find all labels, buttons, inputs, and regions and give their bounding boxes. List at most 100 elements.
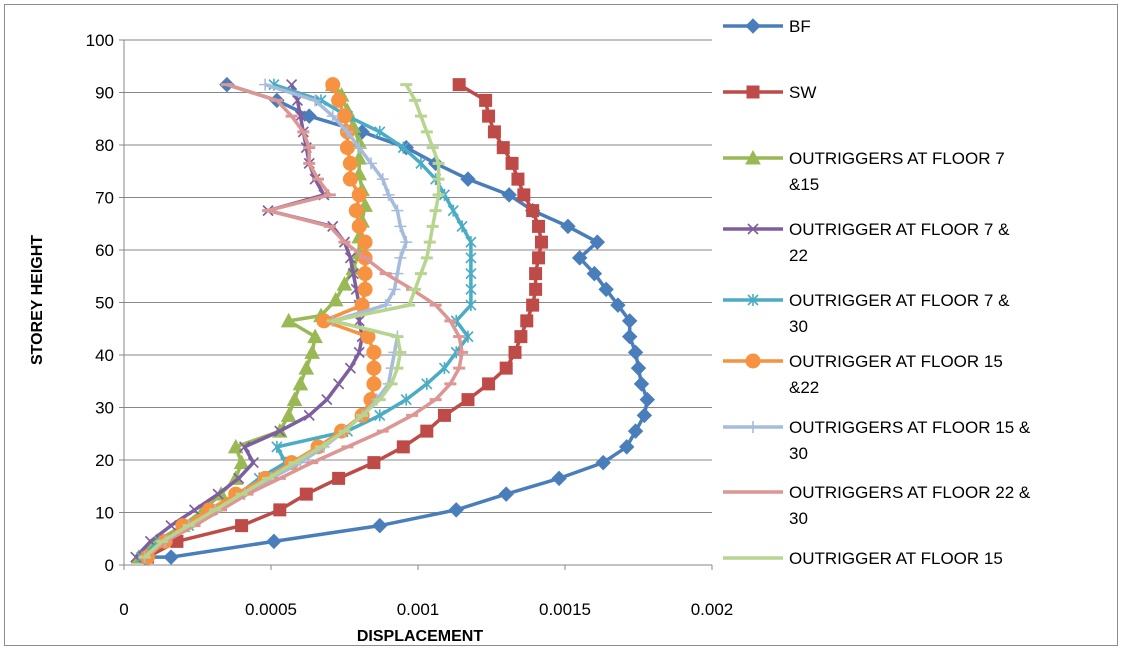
data-point — [460, 171, 476, 187]
series-line — [146, 83, 544, 559]
data-point — [421, 377, 433, 390]
legend-label: BF — [789, 17, 811, 36]
data-point — [520, 314, 534, 328]
data-point — [465, 236, 477, 249]
data-point — [636, 407, 653, 424]
data-point — [339, 140, 355, 156]
data-point — [560, 218, 576, 235]
data-point — [366, 344, 382, 360]
data-point — [325, 77, 341, 93]
legend-marker — [747, 421, 759, 433]
series-line — [144, 82, 650, 559]
legend-entry-7: OUTRIGGERS AT FLOOR 22 & 30 — [723, 483, 1031, 528]
data-point — [212, 488, 224, 500]
data-point — [294, 110, 306, 122]
x-axis-title: DISPLACEMENT — [357, 628, 483, 645]
data-point — [292, 375, 309, 391]
y-tick-label: 30 — [95, 399, 114, 418]
data-point — [299, 487, 313, 501]
legend-label: OUTRIGGER AT FLOOR 15 — [789, 549, 1003, 568]
data-point — [342, 155, 358, 171]
data-point — [621, 313, 638, 329]
data-point — [341, 125, 354, 138]
data-point — [233, 472, 245, 484]
legend-marker — [745, 149, 761, 165]
data-point — [321, 394, 333, 406]
data-point — [394, 251, 407, 264]
data-point — [415, 157, 427, 170]
data-point — [465, 283, 477, 296]
legend-entry-4: OUTRIGGER AT FLOOR 7 & 30 — [723, 291, 1010, 336]
data-point — [280, 407, 297, 422]
data-point — [247, 457, 259, 469]
data-point — [188, 504, 201, 516]
data-point — [351, 187, 367, 203]
data-point — [529, 282, 543, 296]
series-8 — [138, 83, 445, 559]
data-point — [456, 220, 468, 233]
x-tick-label: 0.0015 — [539, 600, 591, 619]
data-point — [274, 425, 286, 437]
data-point — [348, 203, 364, 219]
data-point — [517, 188, 531, 202]
data-point — [344, 362, 356, 374]
y-tick-label: 40 — [95, 346, 114, 365]
data-point — [532, 251, 546, 265]
legend-entry-0: BF — [723, 17, 811, 36]
data-point — [452, 78, 466, 92]
legend-label: SW — [789, 83, 816, 102]
data-point — [529, 267, 543, 281]
legend-marker — [745, 18, 761, 34]
data-point — [465, 267, 477, 280]
data-point — [372, 517, 388, 534]
data-point — [388, 283, 401, 296]
legend-marker — [745, 353, 761, 369]
x-tick-label: 0.0005 — [245, 600, 297, 619]
legend-label: OUTRIGGER AT FLOOR 7 & 22 — [789, 220, 1010, 265]
data-point — [400, 393, 412, 406]
data-point — [499, 361, 513, 375]
legend-label: OUTRIGGERS AT FLOOR 22 & 30 — [789, 483, 1031, 528]
data-point — [357, 234, 373, 250]
data-point — [505, 156, 519, 170]
grid-lines — [124, 39, 712, 513]
data-point — [595, 454, 611, 471]
data-point — [394, 220, 407, 233]
legend-entry-1: SW — [723, 83, 816, 102]
data-point — [396, 440, 410, 454]
legend-entry-8: OUTRIGGER AT FLOOR 15 — [723, 549, 1003, 568]
legend-marker — [746, 85, 760, 99]
data-point — [298, 360, 315, 375]
legend-entry-5: OUTRIGGER AT FLOOR 15 &22 — [723, 352, 1003, 397]
data-point — [259, 78, 272, 91]
data-point — [333, 378, 345, 390]
data-point — [382, 188, 395, 201]
data-point — [307, 328, 323, 344]
axes — [119, 39, 713, 570]
data-point — [344, 252, 356, 264]
legend-label: OUTRIGGER AT FLOOR 7 & 30 — [789, 291, 1010, 336]
data-point — [357, 266, 373, 282]
data-point — [621, 328, 638, 345]
data-point — [331, 92, 347, 108]
y-tick-label: 100 — [86, 31, 114, 50]
data-point — [461, 393, 475, 407]
data-point — [332, 471, 346, 485]
data-point — [336, 276, 353, 291]
data-point — [551, 470, 567, 487]
data-point — [351, 218, 367, 234]
data-point — [235, 519, 249, 533]
data-point — [633, 376, 650, 392]
x-tick-label: 0 — [119, 600, 128, 619]
data-point — [227, 438, 244, 454]
data-point — [501, 187, 517, 203]
data-point — [400, 236, 413, 249]
data-point — [163, 549, 179, 565]
data-point — [367, 456, 381, 470]
data-point — [374, 125, 386, 138]
data-point — [391, 204, 404, 217]
data-point — [447, 204, 459, 217]
data-point — [420, 424, 434, 438]
data-point — [376, 173, 389, 186]
